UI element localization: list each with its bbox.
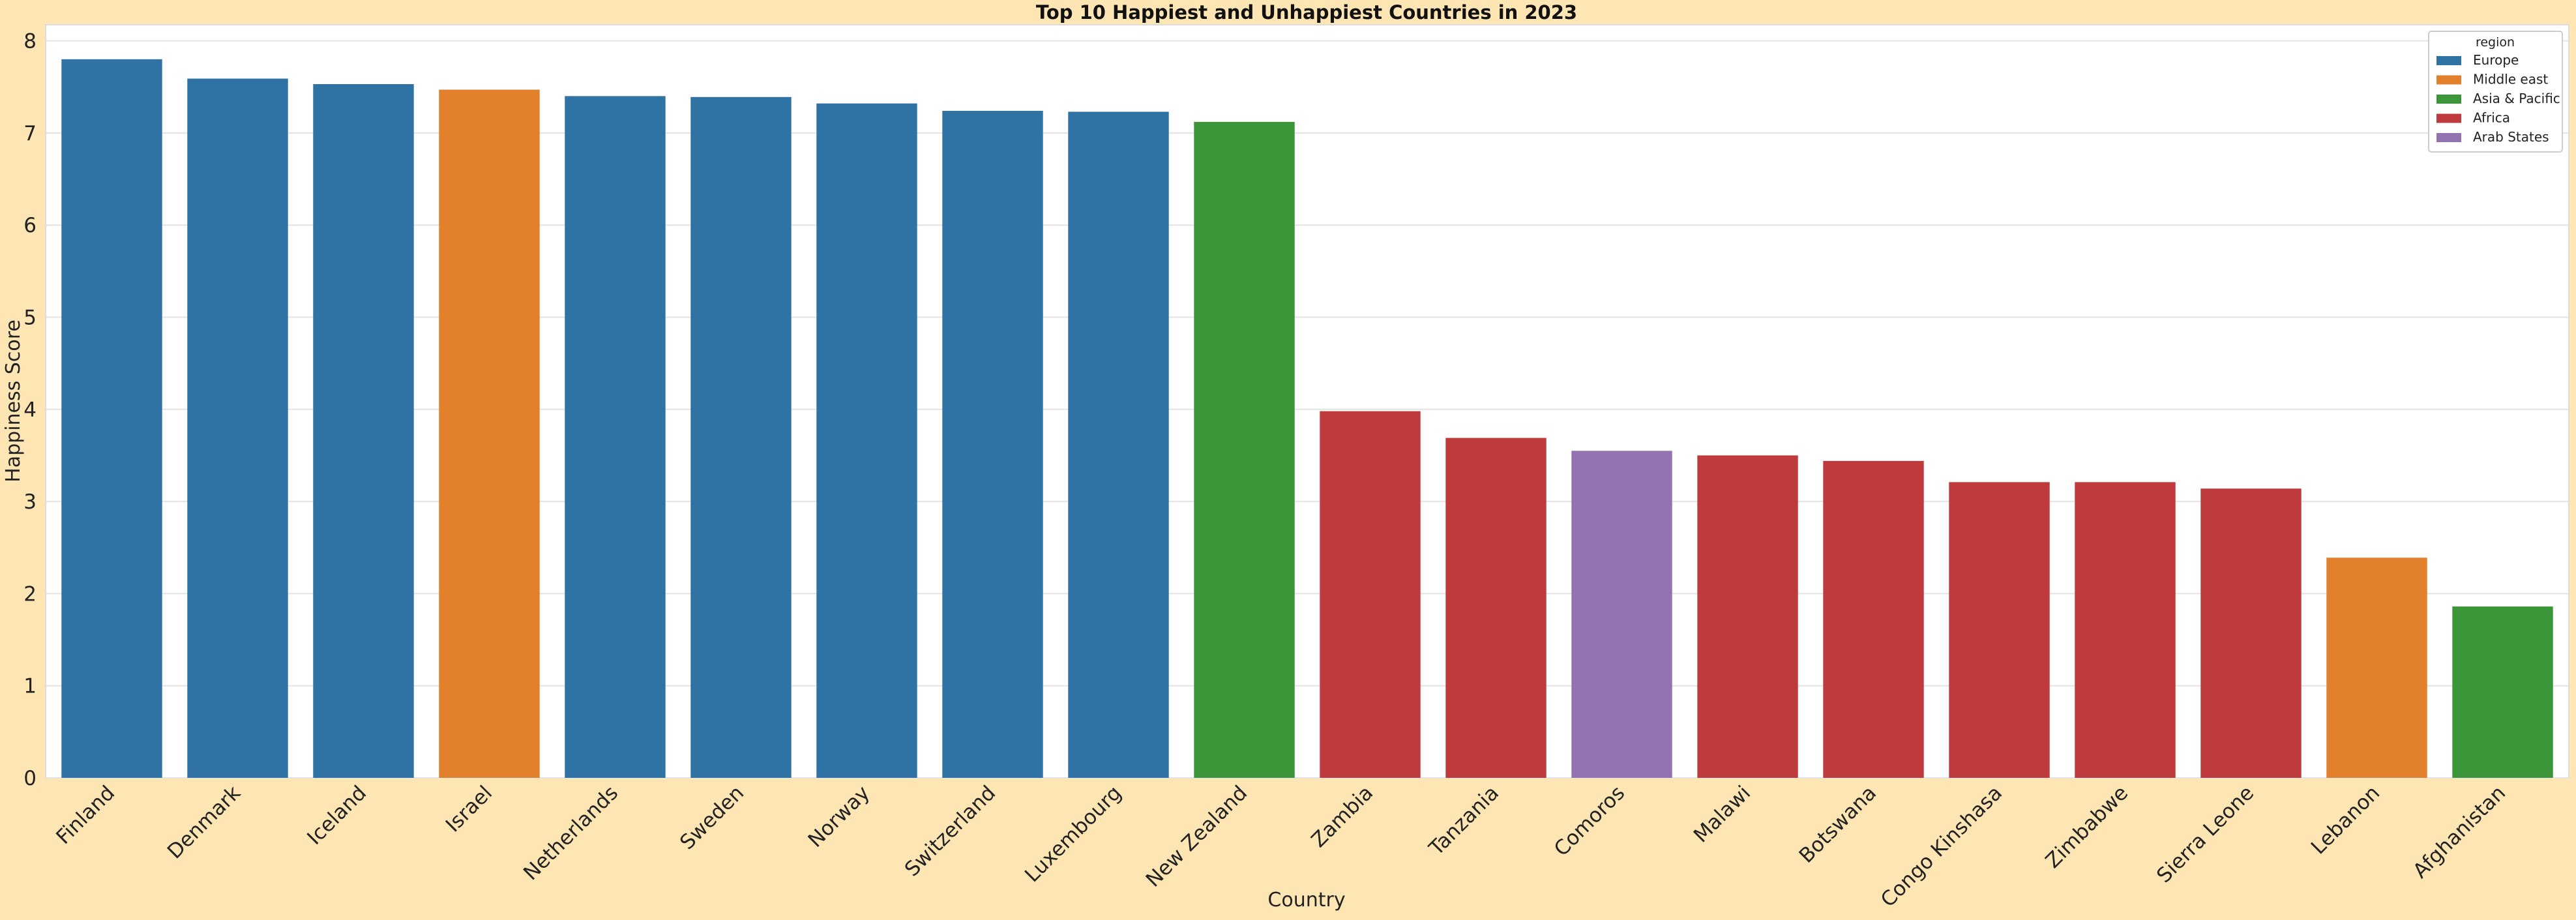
bar [187, 78, 288, 779]
y-tick-label: 0 [23, 767, 37, 790]
y-tick-label: 7 [23, 122, 37, 145]
legend-label: Asia & Pacific [2473, 91, 2560, 106]
x-tick-label: Congo Kinshasa [1876, 781, 2007, 912]
plot-area [45, 24, 2569, 779]
y-tick-label: 4 [23, 398, 37, 422]
bar [1697, 455, 1798, 778]
bar [313, 84, 414, 779]
legend-swatch [2436, 133, 2461, 142]
x-tick-label: New Zealand [1142, 781, 1252, 892]
bar [1571, 451, 1672, 778]
bar [2326, 557, 2427, 778]
bar [439, 89, 540, 778]
legend-swatch [2436, 113, 2461, 123]
x-tick-label: Switzerland [900, 781, 1000, 881]
bar [2452, 606, 2553, 778]
x-tick-label: Sierra Leone [2152, 781, 2258, 887]
bar [2200, 488, 2302, 778]
legend-swatch [2436, 95, 2461, 104]
legend-label: Europe [2473, 52, 2519, 68]
legend-items: Europe Middle east Asia & Pacific Africa Ara… [2436, 52, 2560, 145]
chart-title: Top 10 Happiest and Unhappiest Countries… [1036, 1, 1577, 23]
x-tick-label: Luxembourg [1020, 781, 1126, 887]
y-tick-labels: 0 1 2 3 4 5 6 7 8 [23, 30, 37, 790]
x-tick-label: Denmark [163, 781, 245, 863]
x-tick-label: Norway [804, 781, 875, 852]
x-tick-label: Israel [441, 781, 497, 837]
bar [1194, 121, 1295, 779]
y-tick-label: 5 [23, 306, 37, 330]
y-tick-label: 3 [23, 490, 37, 514]
y-tick-label: 1 [23, 675, 37, 698]
x-tick-label: Comoros [1550, 781, 1629, 861]
bar [1320, 411, 1421, 778]
legend-box [2428, 31, 2563, 153]
bar [1949, 482, 2050, 778]
bar [816, 103, 917, 779]
bar [690, 96, 792, 779]
bar [2075, 482, 2176, 778]
y-tick-label: 6 [23, 214, 37, 237]
bar [61, 59, 162, 779]
bar [1445, 438, 1547, 778]
x-tick-label: Sweden [675, 781, 748, 854]
bar [1823, 460, 1924, 778]
x-tick-label: Botswana [1795, 781, 1882, 868]
legend: region Europe Middle east Asia & Pacific Af… [2428, 31, 2563, 153]
legend-title: region [2476, 35, 2515, 50]
legend-label: Africa [2473, 110, 2510, 126]
bar [1068, 111, 1169, 778]
x-tick-label: Iceland [303, 781, 371, 850]
y-tick-label: 8 [23, 30, 37, 53]
legend-label: Middle east [2473, 72, 2548, 87]
x-tick-label: Zambia [1307, 781, 1378, 852]
bar [942, 110, 1043, 778]
x-axis-label: Country [1267, 889, 1345, 912]
legend-label: Arab States [2473, 129, 2549, 145]
x-tick-label: Malawi [1689, 781, 1755, 847]
bar [565, 96, 666, 778]
y-axis-label: Happiness Score [2, 319, 25, 482]
y-tick-label: 2 [23, 582, 37, 606]
x-tick-label: Afghanistan [2408, 781, 2510, 883]
x-tick-label: Zimbabwe [2041, 781, 2133, 873]
legend-swatch [2436, 75, 2461, 85]
x-tick-label: Tanzania [1425, 781, 1504, 861]
x-tick-label: Netherlands [519, 781, 623, 885]
legend-swatch [2436, 56, 2461, 65]
bars [61, 59, 2553, 779]
x-tick-label: Finland [52, 781, 119, 849]
x-tick-label: Lebanon [2307, 781, 2384, 859]
